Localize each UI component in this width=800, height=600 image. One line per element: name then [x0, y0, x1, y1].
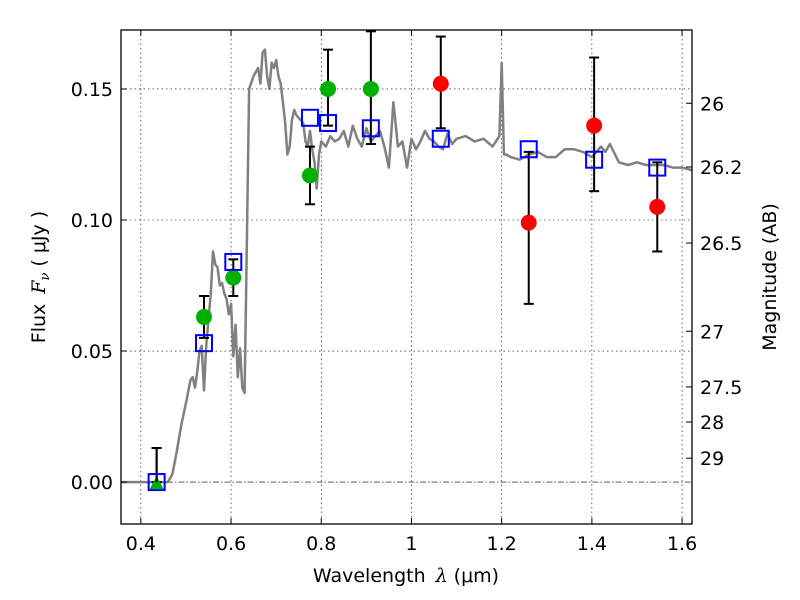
- model-photometry-square: [300, 108, 319, 127]
- x-tick-labels: 0.4 0.6 0.8 1 1.2 1.4 1.6: [126, 533, 697, 555]
- y-tick-labels: 0.00 0.05 0.10 0.15: [71, 79, 113, 494]
- detections-red-point: [432, 75, 449, 92]
- y2-tick-label: 27: [700, 321, 724, 343]
- x-axis-label-text: Wavelength: [313, 565, 426, 587]
- detections-green-point: [301, 167, 318, 184]
- y-axis-F: F: [28, 280, 50, 295]
- y-axis-label: Flux Fν ( μJy ): [28, 211, 53, 343]
- y2-tick-labels: 26 26.2 26.5 27 27.5 28 29: [700, 93, 742, 470]
- plot-frame: [120, 29, 693, 525]
- detections-green-point: [362, 80, 379, 97]
- x-axis-lambda: λ: [435, 565, 448, 587]
- model-photometry-square: [519, 140, 538, 159]
- axis-ticks: [121, 30, 692, 524]
- y2-tick-label: 29: [700, 448, 724, 470]
- x-tick-label: 1: [405, 533, 417, 555]
- detections-red-point: [520, 214, 537, 231]
- y2-tick-label: 26.5: [700, 233, 742, 255]
- model-spectrum-path: [121, 48, 693, 484]
- model-photometry-square: [194, 334, 213, 353]
- y2-axis-label: Magnitude (AB): [759, 203, 781, 351]
- x-axis-label: Wavelength λ (μm): [313, 565, 499, 587]
- grid-lines: [121, 30, 692, 524]
- y-tick-label: 0.00: [71, 472, 113, 494]
- detections-red-point: [586, 117, 603, 134]
- x-tick-label: 0.8: [306, 533, 336, 555]
- y2-tick-label: 27.5: [700, 377, 742, 399]
- model-photometry-square: [224, 252, 243, 271]
- x-tick-label: 0.4: [126, 533, 156, 555]
- x-tick-label: 1.4: [577, 533, 607, 555]
- x-tick-label: 1.6: [667, 533, 697, 555]
- data-markers: [147, 75, 667, 492]
- error-bars: [151, 30, 663, 484]
- model-photometry-square: [431, 129, 450, 148]
- detections-green-point: [320, 80, 337, 97]
- detections-red-point: [649, 198, 666, 215]
- model-photometry-square: [648, 158, 667, 177]
- y-axis-nu: ν: [38, 273, 53, 281]
- x-tick-label: 1.2: [487, 533, 517, 555]
- y2-tick-label: 26: [700, 93, 724, 115]
- y-axis-unit: ( μJy ): [28, 211, 50, 267]
- model-photometry-square: [585, 150, 604, 169]
- y-tick-label: 0.10: [71, 210, 113, 232]
- y2-tick-label: 26.2: [700, 157, 742, 179]
- y2-tick-label: 28: [700, 412, 724, 434]
- y-tick-label: 0.15: [71, 79, 113, 101]
- detections-green-point: [225, 269, 242, 286]
- x-axis-unit: (μm): [454, 565, 499, 587]
- detections-green-point: [195, 308, 212, 325]
- model-spectrum-line: [121, 48, 693, 484]
- model-photometry-square: [319, 114, 338, 133]
- x-tick-label: 0.6: [216, 533, 246, 555]
- model-photometry-square: [361, 119, 380, 138]
- y-tick-label: 0.05: [71, 341, 113, 363]
- model-photometry-square: [147, 473, 166, 492]
- y-axis-label-text: Flux: [28, 304, 50, 344]
- upper-limit-triangle: [149, 476, 164, 490]
